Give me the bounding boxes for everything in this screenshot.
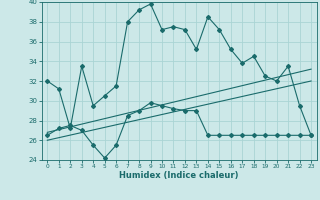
X-axis label: Humidex (Indice chaleur): Humidex (Indice chaleur) xyxy=(119,171,239,180)
